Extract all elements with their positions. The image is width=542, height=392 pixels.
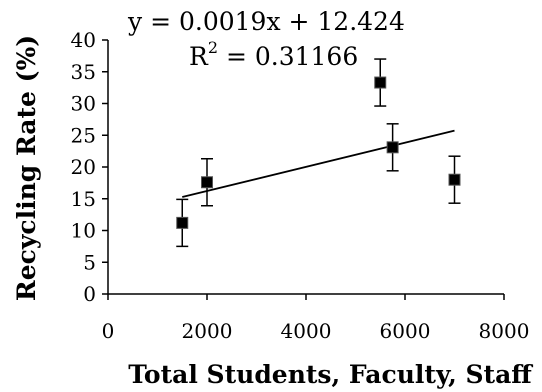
- x-tick-label: 4000: [281, 319, 332, 343]
- y-tick-label: 10: [71, 219, 96, 243]
- y-tick-label: 5: [83, 250, 96, 274]
- y-tick-label: 25: [71, 123, 96, 147]
- r-squared-symbol: R: [189, 42, 209, 71]
- data-point: [201, 157, 213, 207]
- r-squared-exponent: 2: [208, 38, 218, 57]
- point-marker: [386, 141, 399, 154]
- y-tick-label: 30: [71, 92, 96, 116]
- y-tick-label: 0: [83, 282, 96, 306]
- point-marker: [201, 176, 213, 189]
- r-squared-label: R2 = 0.31166: [189, 38, 358, 71]
- data-point: [374, 58, 387, 107]
- x-tick-label: 8000: [479, 319, 530, 343]
- trendline-equation: y = 0.0019x + 12.424: [127, 7, 405, 36]
- y-tick-label: 40: [71, 28, 96, 52]
- point-marker: [374, 76, 387, 89]
- data-point: [386, 123, 399, 172]
- y-ticks: 0 5 10 15 20 25 30 35 40: [71, 28, 108, 306]
- x-tick-label: 2000: [182, 319, 233, 343]
- trendline: [182, 129, 455, 198]
- r-squared-value: = 0.31166: [218, 42, 358, 71]
- data-point: [176, 198, 189, 248]
- data-points: [176, 58, 461, 248]
- point-marker: [448, 173, 461, 186]
- x-tick-label: 6000: [380, 319, 431, 343]
- y-tick-label: 35: [71, 60, 96, 84]
- y-tick-label: 15: [71, 187, 96, 211]
- data-point: [448, 155, 461, 204]
- x-tick-label: 0: [102, 319, 115, 343]
- x-ticks: 0 2000 4000 6000 8000: [102, 294, 530, 343]
- y-axis-title: Recycling Rate (%): [12, 35, 41, 301]
- y-tick-label: 20: [71, 155, 96, 179]
- x-axis-title: Total Students, Faculty, Staff: [128, 360, 533, 389]
- point-marker: [176, 216, 189, 229]
